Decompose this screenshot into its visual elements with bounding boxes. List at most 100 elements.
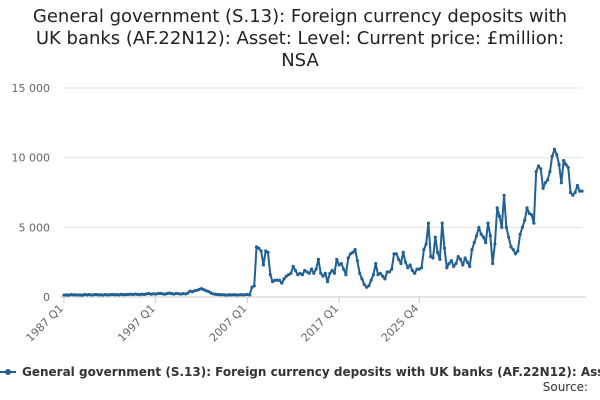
data-point[interactable]	[529, 213, 534, 217]
data-point[interactable]	[539, 167, 543, 171]
data-point[interactable]	[222, 293, 227, 297]
data-point[interactable]	[346, 256, 350, 260]
data-point[interactable]	[413, 271, 417, 275]
data-point[interactable]	[520, 225, 525, 229]
data-point[interactable]	[358, 271, 362, 275]
data-point[interactable]	[218, 293, 222, 297]
data-point[interactable]	[470, 248, 474, 252]
data-point[interactable]	[422, 248, 426, 252]
data-point[interactable]	[419, 266, 424, 270]
data-point[interactable]	[303, 268, 307, 273]
data-point[interactable]	[234, 293, 238, 297]
data-point[interactable]	[445, 266, 449, 270]
data-point[interactable]	[461, 263, 465, 267]
data-point[interactable]	[335, 257, 339, 261]
data-point[interactable]	[440, 221, 444, 225]
data-point[interactable]	[578, 189, 582, 193]
data-point[interactable]	[497, 214, 502, 218]
data-point[interactable]	[564, 163, 568, 167]
data-point[interactable]	[287, 273, 291, 277]
data-point[interactable]	[353, 248, 357, 252]
data-point[interactable]	[410, 268, 414, 273]
data-point[interactable]	[477, 225, 481, 229]
data-point[interactable]	[232, 293, 236, 297]
data-point[interactable]	[332, 271, 337, 275]
data-point[interactable]	[259, 249, 263, 253]
data-point[interactable]	[360, 277, 364, 281]
data-point[interactable]	[401, 250, 405, 255]
data-point[interactable]	[495, 206, 499, 210]
data-point[interactable]	[307, 271, 311, 275]
data-point[interactable]	[296, 273, 300, 277]
data-point[interactable]	[484, 241, 488, 245]
data-point[interactable]	[504, 225, 508, 229]
data-point[interactable]	[339, 261, 343, 266]
data-point[interactable]	[264, 249, 268, 253]
data-point[interactable]	[566, 165, 570, 170]
data-point[interactable]	[541, 186, 545, 190]
data-point[interactable]	[571, 193, 575, 197]
data-point[interactable]	[371, 273, 376, 277]
data-point[interactable]	[76, 293, 80, 297]
data-point[interactable]	[328, 271, 332, 275]
data-point[interactable]	[309, 267, 314, 271]
data-point[interactable]	[465, 260, 469, 264]
data-point[interactable]	[206, 289, 210, 294]
data-point[interactable]	[562, 158, 566, 163]
data-point[interactable]	[112, 293, 117, 297]
data-point[interactable]	[481, 235, 486, 239]
data-point[interactable]	[254, 245, 259, 249]
data-point[interactable]	[369, 278, 373, 282]
data-point[interactable]	[493, 242, 497, 246]
data-point[interactable]	[525, 206, 529, 210]
data-point[interactable]	[458, 257, 463, 261]
data-point[interactable]	[124, 292, 128, 297]
data-point[interactable]	[452, 264, 456, 268]
data-point[interactable]	[241, 293, 245, 297]
data-point[interactable]	[557, 163, 561, 167]
data-point[interactable]	[293, 268, 298, 273]
data-point[interactable]	[268, 273, 272, 277]
data-point[interactable]	[580, 189, 584, 193]
data-point[interactable]	[415, 267, 419, 271]
data-point[interactable]	[403, 260, 408, 264]
data-point[interactable]	[518, 232, 522, 236]
data-point[interactable]	[447, 261, 451, 266]
data-point[interactable]	[355, 259, 359, 263]
data-point[interactable]	[330, 268, 334, 273]
data-point[interactable]	[374, 261, 378, 266]
data-point[interactable]	[408, 263, 412, 267]
data-point[interactable]	[270, 280, 275, 284]
data-point[interactable]	[536, 164, 541, 168]
data-point[interactable]	[298, 271, 302, 275]
data-point[interactable]	[266, 250, 270, 255]
data-point[interactable]	[312, 271, 316, 275]
data-point[interactable]	[431, 256, 435, 260]
data-point[interactable]	[291, 264, 295, 268]
data-point[interactable]	[507, 235, 511, 239]
data-point[interactable]	[491, 261, 495, 266]
data-point[interactable]	[186, 291, 190, 295]
data-point[interactable]	[550, 154, 554, 158]
data-point[interactable]	[436, 250, 440, 255]
data-point[interactable]	[261, 263, 266, 267]
data-point[interactable]	[257, 246, 261, 250]
data-point[interactable]	[417, 267, 421, 271]
data-point[interactable]	[282, 277, 286, 281]
data-point[interactable]	[250, 285, 254, 289]
data-point[interactable]	[300, 273, 304, 277]
data-point[interactable]	[392, 252, 396, 256]
data-point[interactable]	[426, 221, 431, 225]
data-point[interactable]	[516, 249, 520, 253]
data-point[interactable]	[456, 254, 460, 259]
data-point[interactable]	[96, 293, 100, 297]
data-point[interactable]	[523, 218, 527, 222]
data-point[interactable]	[513, 252, 518, 256]
data-point[interactable]	[387, 270, 392, 274]
data-point[interactable]	[376, 273, 380, 277]
data-point[interactable]	[479, 232, 483, 236]
data-point[interactable]	[397, 257, 401, 261]
data-point[interactable]	[424, 242, 428, 246]
data-point[interactable]	[532, 221, 536, 225]
data-point[interactable]	[252, 284, 256, 288]
